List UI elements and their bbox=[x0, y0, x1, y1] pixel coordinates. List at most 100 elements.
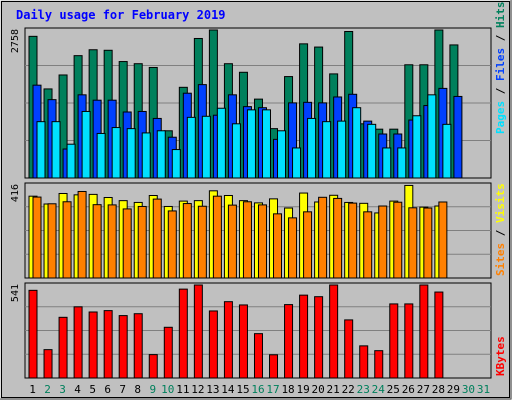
bar-sites-day-11 bbox=[182, 203, 192, 279]
bar-sites-day-23 bbox=[363, 211, 373, 279]
day-label-17: 17 bbox=[266, 383, 279, 396]
bar-kbytes-day-20 bbox=[314, 296, 324, 379]
bar-sites-day-24 bbox=[378, 205, 388, 279]
bar-kbytes-day-3 bbox=[58, 316, 68, 379]
kbytes-max-label: 541 bbox=[10, 284, 21, 302]
bar-sites-day-2 bbox=[47, 203, 57, 279]
bar-pages-day-6 bbox=[111, 127, 121, 179]
legend-files: Files bbox=[494, 48, 507, 81]
day-label-15: 15 bbox=[236, 383, 249, 396]
bar-sites-day-12 bbox=[197, 205, 207, 279]
bar-sites-day-1 bbox=[32, 196, 42, 279]
day-label-29: 29 bbox=[447, 383, 460, 396]
day-label-7: 7 bbox=[119, 383, 126, 396]
bar-pages-day-23 bbox=[367, 123, 377, 179]
legend-sites: Sites bbox=[494, 243, 507, 276]
day-label-18: 18 bbox=[281, 383, 294, 396]
kbytes-panel bbox=[24, 282, 492, 379]
day-label-3: 3 bbox=[59, 383, 66, 396]
bar-kbytes-day-26 bbox=[404, 303, 414, 379]
bar-sites-day-3 bbox=[62, 201, 72, 279]
legend-separator: / bbox=[494, 223, 507, 243]
bar-kbytes-day-2 bbox=[43, 349, 53, 379]
day-label-21: 21 bbox=[327, 383, 340, 396]
bar-sites-day-17 bbox=[273, 213, 283, 279]
bar-sites-day-9 bbox=[152, 198, 162, 279]
day-label-31: 31 bbox=[477, 383, 490, 396]
day-label-5: 5 bbox=[89, 383, 96, 396]
day-label-23: 23 bbox=[357, 383, 370, 396]
bar-kbytes-day-1 bbox=[28, 289, 38, 379]
hits-files-pages-legend: Pages / Files / Hits bbox=[494, 2, 507, 135]
bar-pages-day-16 bbox=[261, 109, 271, 179]
day-axis: 1 2 3 4 5 6 7 8 9 10 11 12 13 14 15 16 17 18 19 20 21 22 23 24 2… bbox=[29, 383, 490, 396]
day-label-12: 12 bbox=[191, 383, 204, 396]
bar-sites-day-6 bbox=[107, 204, 117, 279]
bar-pages-day-10 bbox=[171, 149, 181, 179]
bar-kbytes-day-22 bbox=[344, 319, 354, 379]
visits-sites-max-label: 416 bbox=[10, 184, 21, 202]
bar-sites-day-8 bbox=[137, 205, 147, 279]
visits-sites-legend: Sites / Visits bbox=[494, 183, 507, 276]
bar-pages-day-1 bbox=[36, 121, 46, 179]
day-label-26: 26 bbox=[402, 383, 415, 396]
bar-kbytes-day-19 bbox=[299, 294, 309, 379]
bar-pages-day-3 bbox=[66, 143, 76, 179]
bar-kbytes-day-13 bbox=[208, 310, 218, 379]
bar-kbytes-day-17 bbox=[269, 354, 279, 379]
day-label-2: 2 bbox=[44, 383, 51, 396]
bar-pages-day-2 bbox=[51, 121, 61, 179]
day-label-1: 1 bbox=[29, 383, 36, 396]
bar-sites-day-16 bbox=[257, 204, 267, 279]
bar-sites-day-4 bbox=[77, 190, 87, 279]
bar-pages-day-25 bbox=[397, 147, 407, 179]
bar-kbytes-day-14 bbox=[223, 301, 233, 379]
day-label-11: 11 bbox=[176, 383, 189, 396]
bar-kbytes-day-16 bbox=[253, 333, 263, 379]
day-label-14: 14 bbox=[221, 383, 235, 396]
bar-pages-day-28 bbox=[442, 123, 452, 179]
legend-hits: Hits bbox=[494, 2, 507, 29]
bar-sites-day-27 bbox=[423, 207, 433, 279]
bar-kbytes-day-18 bbox=[284, 304, 294, 379]
bar-sites-day-13 bbox=[212, 195, 222, 279]
bar-kbytes-day-7 bbox=[118, 315, 128, 379]
bar-pages-day-17 bbox=[277, 130, 287, 179]
bar-sites-day-19 bbox=[303, 211, 313, 279]
bar-pages-day-20 bbox=[322, 121, 332, 179]
legend-separator: / bbox=[494, 28, 507, 48]
day-label-20: 20 bbox=[312, 383, 325, 396]
day-label-28: 28 bbox=[432, 383, 445, 396]
bar-kbytes-day-4 bbox=[73, 306, 83, 379]
bar-pages-day-14 bbox=[231, 123, 241, 179]
chart-title: Daily usage for February 2019 bbox=[16, 8, 226, 22]
day-label-27: 27 bbox=[417, 383, 430, 396]
bar-sites-day-22 bbox=[348, 202, 358, 279]
bar-pages-day-9 bbox=[156, 130, 166, 179]
bar-kbytes-day-23 bbox=[359, 345, 369, 379]
bar-pages-day-24 bbox=[382, 147, 392, 179]
bar-sites-day-15 bbox=[242, 201, 252, 279]
bar-kbytes-day-10 bbox=[163, 326, 173, 379]
bar-sites-day-14 bbox=[227, 204, 237, 279]
bar-files-day-29 bbox=[453, 95, 463, 179]
bar-pages-day-5 bbox=[96, 132, 106, 179]
bar-sites-day-25 bbox=[393, 201, 403, 279]
bar-kbytes-day-21 bbox=[329, 284, 339, 379]
bar-sites-day-10 bbox=[167, 210, 177, 279]
visits-sites-panel bbox=[24, 182, 492, 279]
day-label-6: 6 bbox=[104, 383, 111, 396]
bar-pages-day-12 bbox=[201, 115, 211, 179]
bar-kbytes-day-12 bbox=[193, 284, 203, 379]
day-label-9: 9 bbox=[149, 383, 156, 396]
bar-kbytes-day-11 bbox=[178, 288, 188, 379]
bar-pages-day-8 bbox=[141, 132, 151, 179]
legend-pages: Pages bbox=[494, 101, 507, 134]
bar-kbytes-day-24 bbox=[374, 350, 384, 379]
day-label-24: 24 bbox=[372, 383, 386, 396]
bar-sites-day-20 bbox=[318, 196, 328, 279]
bar-pages-day-21 bbox=[337, 120, 347, 179]
bar-pages-day-4 bbox=[81, 110, 91, 179]
bar-pages-day-7 bbox=[126, 128, 136, 179]
bar-kbytes-day-25 bbox=[389, 303, 399, 379]
